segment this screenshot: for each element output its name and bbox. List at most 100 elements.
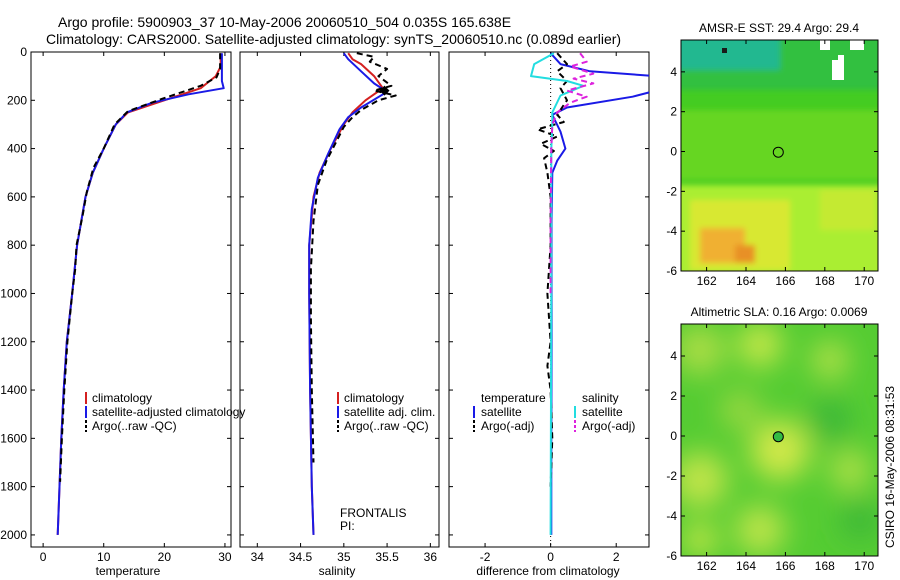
latitude-tick-label: -2 [666,469,677,483]
depth-tick-label: 600 [7,190,27,204]
depth-axis-ticks: 0 200 400 600 800 1000 1200 1400 1600 1800 2000 [0,45,231,542]
x-tick-label: 20 [158,550,172,564]
x-tick-label: -2 [480,550,491,564]
depth-tick-label: 2000 [0,528,27,542]
x-tick-label: 34.5 [289,550,313,564]
temperature-axis-label: temperature [96,564,161,578]
salinity-axis-label: salinity [319,564,356,578]
csiro-timestamp-label: CSIRO 16-May-2006 08:31:53 [883,386,897,548]
salinity-depth-ticks [240,51,439,536]
legend-label-argo: Argo(..raw -QC) [92,419,177,433]
x-tick-label: 36 [424,550,438,564]
x-tick-label: 0 [40,550,47,564]
salinity-legend: climatology satellite adj. clim. Argo(..… [337,391,435,433]
depth-tick-label: 400 [7,142,27,156]
latitude-tick-label: -6 [666,549,677,563]
depth-tick-label: 0 [20,45,27,59]
latitude-tick-label: 0 [670,145,677,159]
sla-map-panel: Altimetric SLA: 0.16 Argo: 0.0069 162 164… [666,305,879,573]
difference-profiles [530,52,649,547]
legend-heading-temperature: temperature [481,391,546,405]
longitude-tick-label: 166 [775,274,795,288]
argo-location-marker [772,146,784,158]
depth-tick-label: 200 [7,93,27,107]
longitude-tick-label: 168 [815,274,835,288]
temperature-axes-frame [30,51,232,548]
depth-tick-label: 1400 [0,383,27,397]
x-tick-label: 2 [613,550,620,564]
legend-label-argo: Argo(..raw -QC) [344,419,429,433]
profile-marker [379,85,390,96]
land-patch [722,48,727,53]
temperature-panel: 0 200 400 600 800 1000 1200 1400 1600 1800 2000 0 1… [0,45,245,578]
x-tick-label: 30 [218,550,232,564]
salinity-profiles [308,52,397,535]
x-tick-label: 0 [547,550,554,564]
sla-map-title: Altimetric SLA: 0.16 Argo: 0.0069 [691,305,868,319]
longitude-tick-label: 170 [854,559,874,573]
difference-axis-label: difference from climatology [476,564,619,578]
difference-panel: -2 0 2 difference from climatology tempera… [448,51,650,578]
temperature-legend: climatology satellite-adjusted climatolo… [85,391,245,433]
sla-map-ticks: 162 164 166 168 170 4 2 0 -2 -4 -6 [666,324,878,573]
figure-title-line1: Argo profile: 5900903_37 10-May-2006 200… [58,14,511,30]
latitude-tick-label: -4 [666,224,677,238]
latitude-tick-label: 4 [670,65,677,79]
latitude-tick-label: 4 [670,349,677,363]
series-line-argo-raw-qc [59,53,222,482]
temperature-profiles [56,53,225,535]
land-patch [838,55,844,63]
land-patch [832,60,844,80]
series-line-argo-raw-qc [309,52,397,463]
latitude-tick-label: -6 [666,264,677,278]
sst-map-title: AMSR-E SST: 29.4 Argo: 29.4 [699,21,859,35]
latitude-tick-label: -2 [666,184,677,198]
difference-depth-ticks [449,51,649,536]
sst-map-ticks: 162 164 166 168 170 4 2 0 -2 -4 -6 [666,40,878,288]
legend-label-sal-satellite: satellite [582,405,623,419]
longitude-tick-label: 166 [775,559,795,573]
x-tick-label: 35 [337,550,351,564]
series-line-temperature-satellite [549,52,649,535]
series-line-satellite-adj-clim [308,52,389,535]
series-line-salinity-argo-adj [549,52,595,294]
legend-label-sal-argo: Argo(-adj) [582,419,635,433]
temperature-axis-ticks: 0 10 20 30 [40,52,232,564]
legend-label-climatology: climatology [344,391,404,405]
depth-tick-label: 1000 [0,286,27,300]
longitude-tick-label: 162 [697,559,717,573]
series-line-climatology [56,53,222,535]
latitude-tick-label: 2 [670,105,677,119]
latitude-tick-label: 0 [670,429,677,443]
pi-annotation: PI: [340,519,355,533]
frontalis-annotation: FRONTALIS [340,506,406,520]
longitude-tick-label: 168 [815,559,835,573]
depth-tick-label: 1800 [0,480,27,494]
sst-heatmap [681,40,878,271]
legend-label-satellite: satellite adj. clim. [344,405,435,419]
longitude-tick-label: 164 [736,274,756,288]
legend-label-temp-argo: Argo(-adj) [481,419,534,433]
depth-tick-label: 1200 [0,335,27,349]
land-patch [850,40,864,50]
latitude-tick-label: 2 [670,389,677,403]
depth-tick-label: 1600 [0,431,27,445]
x-tick-label: 10 [97,550,111,564]
longitude-tick-label: 164 [736,559,756,573]
argo-location-marker [772,431,784,443]
legend-label-climatology: climatology [92,391,152,405]
sst-map-panel: AMSR-E SST: 29.4 Argo: 29.4 162 164 166 168… [666,21,879,288]
series-line-temperature-argo-adj [536,52,568,487]
difference-legend: temperature satellite Argo(-adj) salinit… [473,391,635,433]
legend-label-temp-satellite: satellite [481,405,522,419]
x-tick-label: 34 [251,550,265,564]
series-line-satellite-adjusted-climatology [56,53,225,535]
sst-map-frame [680,39,879,272]
land-patch [820,40,830,50]
depth-tick-label: 800 [7,238,27,252]
latitude-tick-label: -4 [666,509,677,523]
series-line-salinity-satellite [530,52,585,535]
legend-heading-salinity: salinity [582,391,619,405]
longitude-tick-label: 170 [854,274,874,288]
